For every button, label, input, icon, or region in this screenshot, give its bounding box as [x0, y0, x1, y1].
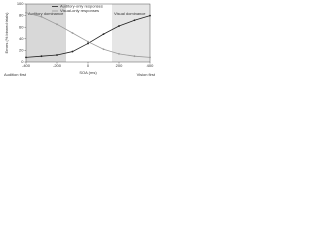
auditory-region: [26, 4, 66, 62]
x-tick-label: 400: [147, 63, 154, 68]
point: [118, 52, 120, 55]
legend-label: Auditory-only responses: [60, 4, 103, 9]
x-tick-label: 0: [87, 63, 90, 68]
visual-region: [112, 4, 150, 62]
point: [87, 42, 89, 45]
annotation: Vision first: [137, 72, 156, 77]
x-tick-label: -400: [22, 63, 31, 68]
point: [56, 23, 58, 26]
point: [40, 15, 43, 18]
point: [149, 14, 151, 17]
y-tick-label: 80: [19, 13, 24, 18]
point: [71, 32, 74, 34]
point: [71, 50, 74, 53]
y-tick-label: 60: [19, 24, 24, 29]
x-axis-label: SOA (ms): [79, 70, 97, 75]
y-tick-label: 40: [19, 36, 24, 41]
y-tick-label: 0: [21, 59, 24, 64]
point: [133, 19, 136, 22]
x-tick-label: -200: [53, 63, 62, 68]
x-tick-label: 200: [116, 63, 123, 68]
point: [40, 55, 43, 58]
annotation: Audition first: [4, 72, 27, 77]
y-tick-label: 100: [17, 1, 24, 6]
point: [149, 56, 151, 59]
point: [102, 33, 105, 36]
point: [87, 40, 89, 43]
point: [118, 25, 120, 27]
chart: Auditory dominance Visual dominance Audi…: [4, 1, 156, 77]
point: [102, 48, 105, 51]
point: [25, 11, 27, 14]
point: [25, 56, 27, 59]
legend-label: Visual-only responses: [60, 8, 99, 13]
point: [133, 55, 136, 58]
annotation: Auditory dominance: [28, 11, 64, 16]
annotation: Visual dominance: [114, 11, 146, 16]
y-axis-label: Errors (% binned trials): [4, 12, 9, 54]
point: [56, 54, 58, 56]
y-tick-label: 20: [19, 47, 24, 52]
